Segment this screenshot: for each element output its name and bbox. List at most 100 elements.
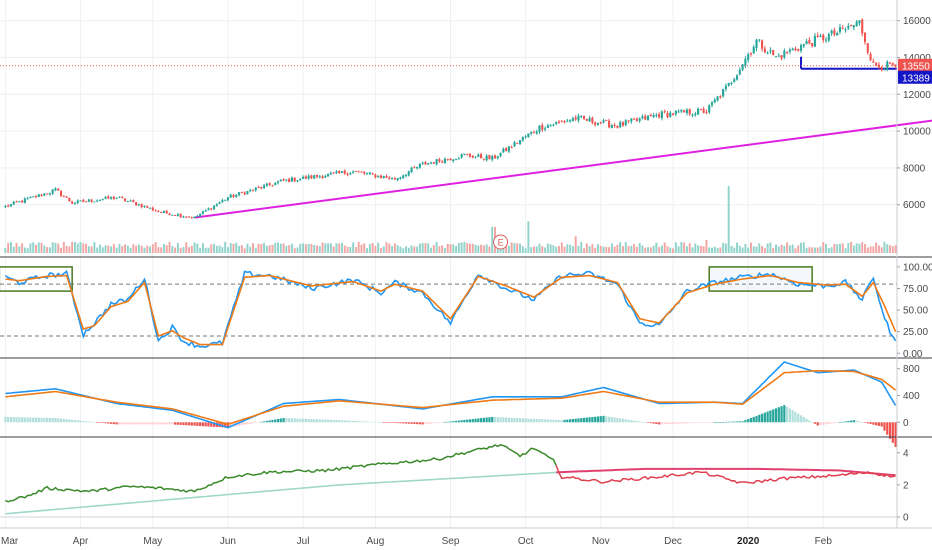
histogram-bar	[71, 419, 74, 423]
histogram-bar	[182, 422, 185, 426]
macd-signal-line[interactable]	[5, 369, 897, 426]
volume-bar	[318, 246, 321, 253]
stochastic-d-line[interactable]	[5, 274, 897, 346]
histogram-bar	[758, 414, 761, 423]
candle	[457, 158, 460, 160]
volume-bar	[65, 245, 68, 253]
volume-bar	[9, 241, 12, 253]
histogram-bar	[463, 419, 466, 423]
candle	[877, 64, 880, 68]
candle	[107, 196, 110, 199]
candle	[368, 172, 371, 174]
candle	[850, 25, 853, 27]
volume-bar	[338, 243, 341, 253]
histogram-bar	[162, 422, 166, 425]
histogram-bar	[140, 422, 143, 425]
histogram-bar	[752, 416, 755, 423]
volume-bar	[360, 244, 363, 253]
candle	[505, 147, 508, 151]
volume-bar	[285, 245, 288, 253]
candle	[221, 200, 224, 202]
candle	[811, 43, 814, 47]
candle	[421, 162, 424, 164]
histogram-bar	[582, 417, 586, 423]
candle	[641, 116, 644, 119]
candle	[257, 187, 260, 189]
volume-bar	[769, 242, 772, 253]
volume-bar	[727, 186, 730, 253]
candle	[360, 171, 363, 173]
candle	[608, 120, 611, 128]
candle	[699, 109, 702, 111]
histogram-bar	[621, 418, 625, 423]
overbought-box-left	[0, 266, 73, 292]
candle	[566, 120, 569, 122]
histogram-bar	[318, 419, 321, 423]
volume-bar	[608, 247, 611, 253]
volume-bar	[435, 241, 438, 253]
support-price-tag[interactable]	[898, 70, 932, 84]
volume-bar	[641, 245, 644, 253]
candle	[591, 117, 594, 123]
relative-strength-panel[interactable]	[0, 443, 897, 518]
candle	[521, 137, 524, 141]
candle	[571, 118, 574, 121]
candle	[713, 99, 716, 103]
candle	[26, 198, 29, 200]
histogram-bar	[204, 422, 207, 427]
volume-bar	[530, 247, 533, 253]
candle	[274, 182, 277, 185]
histogram-bar	[847, 420, 850, 423]
volume-bar	[4, 248, 7, 253]
histogram-bar	[491, 416, 494, 423]
histogram-bar	[37, 417, 40, 423]
volume-bar	[730, 245, 733, 253]
candle	[85, 201, 88, 203]
candle	[855, 21, 858, 27]
volume-bar	[126, 245, 129, 253]
candle	[546, 125, 549, 128]
histogram-bar	[716, 422, 719, 423]
histogram-bar	[524, 418, 527, 423]
histogram-bar	[883, 422, 886, 431]
candle	[655, 114, 658, 117]
volume-bar	[60, 247, 63, 253]
price-panel[interactable]: E	[0, 18, 932, 253]
candle	[321, 176, 324, 179]
relative-strength-line-down[interactable]	[555, 465, 896, 484]
stochastic-panel[interactable]	[0, 266, 897, 349]
last-price-tag[interactable]	[898, 58, 932, 72]
candle	[329, 172, 332, 175]
histogram-bar	[352, 420, 355, 423]
candle	[349, 173, 352, 175]
candle	[769, 50, 772, 52]
volume-bar	[438, 246, 441, 253]
histogram-bar	[321, 419, 324, 423]
histogram-bar	[505, 417, 508, 423]
candle	[168, 213, 171, 216]
macd-panel[interactable]	[4, 361, 897, 447]
volume-bar	[188, 247, 190, 253]
histogram-bar	[630, 420, 633, 423]
volume-bar	[430, 247, 433, 253]
relative-strength-line-up[interactable]	[5, 443, 557, 503]
volume-bar	[405, 246, 407, 253]
histogram-bar	[29, 417, 32, 423]
candle	[82, 199, 85, 202]
histogram-bar	[844, 421, 847, 423]
volume-bar	[296, 247, 299, 253]
trendline[interactable]	[194, 119, 932, 219]
candle	[474, 156, 477, 158]
earnings-event-marker[interactable]	[493, 234, 509, 250]
stochastic-k-line[interactable]	[4, 270, 897, 349]
histogram-bar	[196, 422, 199, 426]
candle	[627, 120, 630, 122]
histogram-bar	[738, 421, 741, 423]
histogram-bar	[168, 422, 171, 425]
candle	[580, 116, 583, 118]
volume-bar	[775, 244, 777, 253]
volume-bar	[457, 242, 460, 253]
volume-bar	[343, 245, 346, 253]
